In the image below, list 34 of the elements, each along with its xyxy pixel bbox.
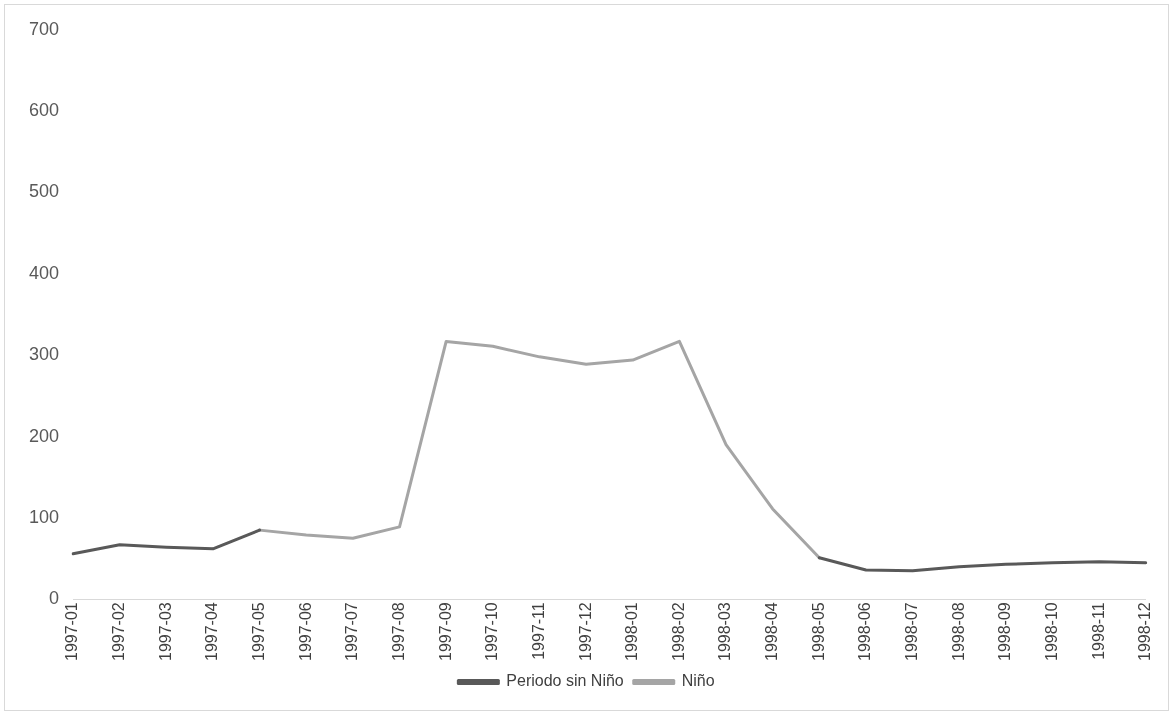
x-tick-label: 1998-11 [1089,602,1107,660]
x-tick-label: 1998-09 [996,602,1014,661]
x-tick-label: 1998-04 [763,602,781,661]
x-tick-label: 1997-08 [389,602,407,661]
y-tick-label: 0 [49,588,60,609]
legend-label: Periodo sin Niño [506,672,624,690]
y-tick-label: 700 [28,18,60,39]
y-tick-label: 500 [28,181,60,202]
x-tick-label: 1998-07 [903,602,920,661]
y-tick-label: 100 [28,506,60,527]
x-tick-label: 1998-05 [809,602,827,661]
x-tick-label: 1997-09 [436,602,454,661]
x-tick-label: 1997-10 [483,602,501,661]
x-tick-label: 1998-08 [949,602,967,661]
y-tick-label: 400 [28,262,60,283]
y-tick-label: 600 [28,100,60,121]
x-tick-label: 1998-03 [716,602,734,661]
x-tick-label: 1997-07 [343,602,361,661]
x-tick-label: 1997-04 [203,602,221,661]
x-tick-label: 1998-12 [1136,602,1154,661]
x-tick-label: 1998-01 [623,602,641,661]
x-tick-label: 1997-03 [156,602,174,661]
x-tick-label: 1997-01 [63,602,81,661]
x-tick-label: 1997-05 [250,602,268,661]
legend-label: Niño [681,672,715,690]
x-tick-label: 1997-12 [576,602,594,661]
x-tick-label: 1998-10 [1042,602,1060,661]
y-tick-label: 300 [28,344,60,365]
x-tick-label: 1998-06 [856,602,874,661]
x-tick-label: 1997-11 [529,602,547,660]
x-tick-label: 1997-06 [296,602,314,661]
y-tick-label: 200 [28,425,60,446]
x-tick-label: 1997-02 [110,602,128,661]
x-tick-label: 1998-02 [669,602,687,661]
